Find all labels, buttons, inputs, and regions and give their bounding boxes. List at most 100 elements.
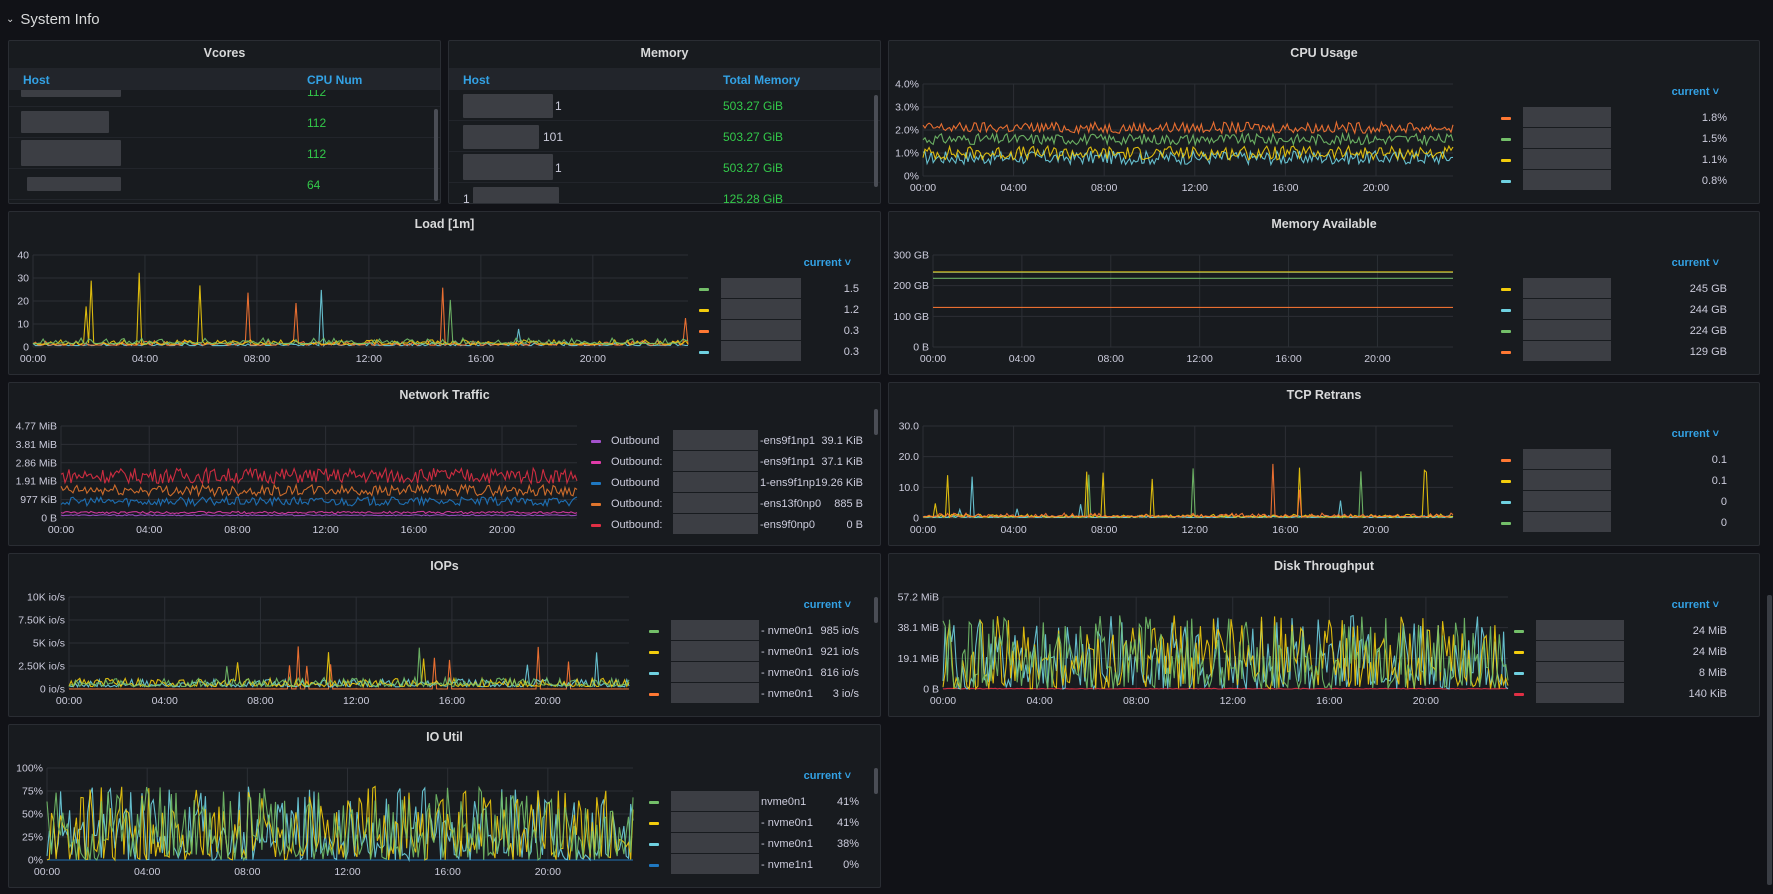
legend-item[interactable]: - nvme1n1 0% bbox=[649, 854, 871, 875]
legend-item[interactable]: 0 bbox=[1501, 512, 1739, 533]
legend-item[interactable]: 24 MiB bbox=[1514, 641, 1739, 662]
y-tick-label: 1.0% bbox=[895, 148, 919, 160]
col-header-total-memory[interactable]: Total Memory bbox=[723, 73, 801, 87]
legend-item[interactable]: 1.1% bbox=[1501, 149, 1739, 170]
series-line[interactable] bbox=[60, 466, 578, 486]
legend-item[interactable]: 1.5% bbox=[1501, 128, 1739, 149]
panel-title[interactable]: Disk Throughput bbox=[1274, 559, 1374, 573]
chart-svg[interactable]: 0 B 19.1 MiB 38.1 MiB 57.2 MiB 00:00 04:00 08:… bbox=[889, 554, 1759, 716]
legend-device: - nvme1n1 bbox=[761, 859, 813, 871]
series-line[interactable] bbox=[46, 785, 634, 862]
legend-sort-current[interactable]: current ˅ bbox=[1672, 599, 1719, 611]
series-line[interactable] bbox=[60, 514, 578, 517]
row-header-system-info[interactable]: ⌄ System Info bbox=[6, 6, 100, 32]
legend-swatch bbox=[1514, 651, 1524, 654]
series-line[interactable] bbox=[68, 647, 630, 689]
legend-item[interactable]: 24 MiB bbox=[1514, 620, 1739, 641]
legend-item[interactable]: 245 GB bbox=[1501, 278, 1739, 299]
series-line[interactable] bbox=[942, 615, 1509, 691]
series-line[interactable] bbox=[32, 289, 689, 347]
legend-item[interactable]: Outbound: -ens9f1np1 37.1 KiB bbox=[591, 451, 875, 472]
legend-swatch bbox=[699, 288, 709, 291]
legend-item[interactable]: Outbound: -ens13f0np0 885 B bbox=[591, 493, 875, 514]
col-header-host[interactable]: Host bbox=[463, 73, 490, 87]
panel-title[interactable]: Memory Available bbox=[1271, 217, 1377, 231]
legend-item[interactable]: 244 GB bbox=[1501, 299, 1739, 320]
legend-item[interactable]: 0.8% bbox=[1501, 170, 1739, 191]
legend-scrollbar[interactable] bbox=[874, 409, 878, 435]
series-line[interactable] bbox=[60, 495, 578, 508]
panel-title[interactable]: TCP Retrans bbox=[1286, 388, 1362, 402]
series-line[interactable] bbox=[922, 468, 1454, 519]
series-line[interactable] bbox=[32, 272, 689, 346]
legend-item[interactable]: Outbound: -ens9f0np0 0 B bbox=[591, 514, 875, 535]
panel-title[interactable]: IOPs bbox=[430, 559, 459, 573]
legend-item[interactable]: 224 GB bbox=[1501, 320, 1739, 341]
legend-item[interactable]: 1.5 bbox=[699, 278, 871, 299]
legend-item[interactable]: - nvme0n1 3 io/s bbox=[649, 683, 871, 704]
legend-item[interactable]: 0.1 bbox=[1501, 449, 1739, 470]
col-header-host[interactable]: Host bbox=[23, 73, 50, 87]
legend-item[interactable]: 1.8% bbox=[1501, 107, 1739, 128]
legend-sort-current[interactable]: current ˅ bbox=[1672, 428, 1719, 440]
legend-current-value: 921 io/s bbox=[820, 646, 859, 658]
x-tick-label: 16:00 bbox=[401, 524, 427, 536]
series-line[interactable] bbox=[32, 299, 689, 345]
legend-item[interactable]: - nvme0n1 41% bbox=[649, 812, 871, 833]
legend-sort-current[interactable]: current ˅ bbox=[1672, 257, 1719, 269]
series-line[interactable] bbox=[922, 467, 1454, 519]
table-scrollbar[interactable] bbox=[434, 109, 438, 201]
series-line[interactable] bbox=[943, 687, 1508, 690]
legend-device: nvme0n1 bbox=[761, 796, 807, 808]
panel-title[interactable]: CPU Usage bbox=[1290, 46, 1358, 60]
series-line[interactable] bbox=[69, 646, 630, 690]
legend-item[interactable]: 140 KiB bbox=[1514, 683, 1739, 704]
legend-item[interactable]: - nvme0n1 816 io/s bbox=[649, 662, 871, 683]
legend-item[interactable]: nvme0n1 41% bbox=[649, 791, 871, 812]
series-line[interactable] bbox=[60, 483, 578, 498]
legend-swatch bbox=[1514, 693, 1524, 696]
legend-sort-current[interactable]: current ˅ bbox=[804, 599, 851, 611]
chart-svg[interactable]: 0 io/s 2.50K io/s 5K io/s 7.50K io/s 10K io/… bbox=[9, 554, 880, 716]
legend-item[interactable]: 129 GB bbox=[1501, 341, 1739, 362]
legend-item[interactable]: 1.2 bbox=[699, 299, 871, 320]
legend-sort-current[interactable]: current ˅ bbox=[804, 770, 851, 782]
series-line[interactable] bbox=[32, 287, 689, 347]
legend-sort-current[interactable]: current ˅ bbox=[1672, 86, 1719, 98]
legend-item[interactable]: 8 MiB bbox=[1514, 662, 1739, 683]
legend-item[interactable]: 0.1 bbox=[1501, 470, 1739, 491]
legend-item[interactable]: Outbound -ens9f1np1 39.1 KiB bbox=[591, 430, 875, 451]
legend: current ˅ 245 GB 244 GB 224 GB 129 GB bbox=[1501, 257, 1739, 363]
legend-item[interactable]: - nvme0n1 985 io/s bbox=[649, 620, 871, 641]
chart-svg[interactable]: 0% 1.0% 2.0% 3.0% 4.0% 00:00 04:00 08:00 12:00 16… bbox=[889, 41, 1759, 203]
legend-item[interactable]: - nvme0n1 921 io/s bbox=[649, 641, 871, 662]
series-line[interactable] bbox=[60, 510, 578, 515]
page-scrollbar[interactable] bbox=[1767, 595, 1772, 885]
chart-svg[interactable]: 0 B 100 GB 200 GB 300 GB 00:00 04:00 08:00 12:0… bbox=[889, 212, 1759, 374]
legend-current-value: 0% bbox=[843, 859, 859, 871]
series-line[interactable] bbox=[922, 120, 1454, 135]
legend-sort-current[interactable]: current ˅ bbox=[804, 257, 851, 269]
panel-title[interactable]: Network Traffic bbox=[399, 388, 490, 402]
series-line[interactable] bbox=[923, 463, 1454, 518]
panel-title[interactable]: Load [1m] bbox=[414, 217, 475, 231]
chart-svg[interactable]: 0 10.0 20.0 30.0 00:00 04:00 08:00 12:00 16:00 20… bbox=[889, 383, 1759, 545]
panel-title[interactable]: IO Util bbox=[426, 730, 463, 744]
series-line[interactable] bbox=[46, 785, 634, 862]
legend-scrollbar[interactable] bbox=[874, 768, 878, 794]
legend-item[interactable]: 0.3 bbox=[699, 341, 871, 362]
chart-svg[interactable]: 0 10 20 30 40 00:00 04:00 08:00 12:00 16:00 20:00 bbox=[9, 212, 880, 374]
chart-svg[interactable]: 0% 25% 50% 75% 100% 00:00 04:00 08:00 12:00 16:00… bbox=[9, 725, 880, 887]
chart-svg[interactable]: 0 B 977 KiB 1.91 MiB 2.86 MiB 3.81 MiB 4.77 M… bbox=[9, 383, 880, 545]
legend-item[interactable]: 0.3 bbox=[699, 320, 871, 341]
legend-scrollbar[interactable] bbox=[874, 597, 878, 623]
table-scrollbar[interactable] bbox=[874, 95, 878, 187]
series-line[interactable] bbox=[922, 144, 1454, 161]
legend-item[interactable]: 0 bbox=[1501, 491, 1739, 512]
series-line[interactable] bbox=[922, 131, 1454, 147]
series-line[interactable] bbox=[922, 476, 1454, 519]
legend-item[interactable]: - nvme0n1 38% bbox=[649, 833, 871, 854]
legend-item[interactable]: Outbound 1-ens9f1np1 9.26 KiB bbox=[591, 472, 875, 493]
legend-current-value: 985 io/s bbox=[820, 625, 859, 637]
col-header-cpu-num[interactable]: CPU Num bbox=[307, 73, 363, 87]
